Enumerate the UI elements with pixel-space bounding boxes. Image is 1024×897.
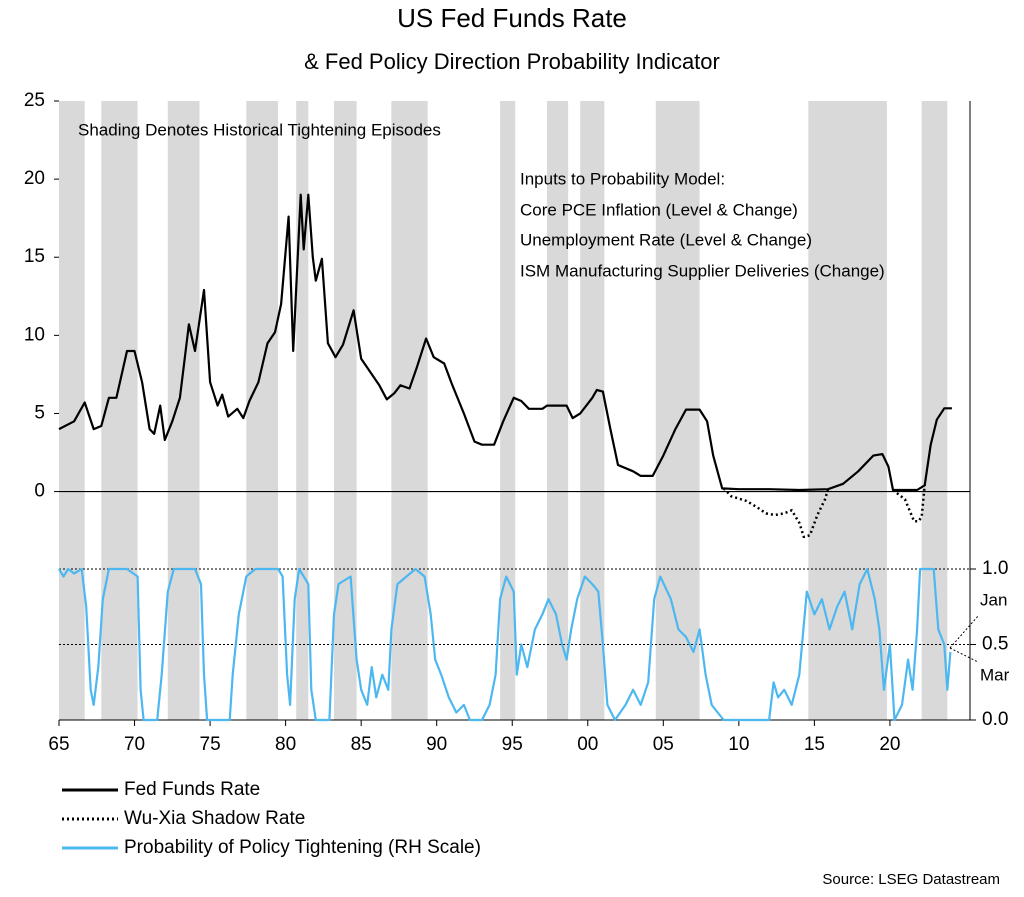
x-tick-label: 75 (200, 734, 221, 755)
shading-band (246, 101, 279, 720)
chart-subtitle: & Fed Policy Direction Probability Indic… (304, 49, 720, 74)
shading-band (296, 101, 309, 720)
shading-band (333, 101, 357, 720)
series-line (722, 485, 926, 539)
source: Source: LSEG Datastream (822, 871, 1000, 888)
x-tick-label: 10 (728, 734, 749, 755)
series-line (58, 567, 952, 722)
y-tick-label: 20 (24, 168, 45, 189)
shading-band (808, 101, 887, 720)
shading-band (391, 101, 428, 720)
shading-band (546, 101, 569, 720)
annotation-connector (949, 647, 979, 663)
y-tick-label: 5 (34, 402, 45, 423)
x-tick-label: 80 (275, 734, 296, 755)
y2-tick-label: 0.5 (982, 634, 1008, 655)
x-tick-label: 90 (426, 734, 447, 755)
annotation: Shading Denotes Historical Tightening Ep… (78, 120, 441, 139)
legend-label: Fed Funds Rate (124, 779, 260, 800)
y-tick-label: 15 (24, 246, 45, 267)
annotation: Jan (980, 590, 1007, 609)
series-line (58, 193, 952, 492)
chart-title: US Fed Funds Rate (397, 3, 627, 33)
y-tick-label: 10 (24, 324, 45, 345)
shading-band (167, 101, 200, 720)
y2-tick-label: 1.0 (982, 558, 1008, 579)
shading-band (101, 101, 138, 720)
x-tick-label: 65 (48, 734, 69, 755)
x-tick-label: 95 (502, 734, 523, 755)
annotation: Core PCE Inflation (Level & Change) (520, 200, 798, 219)
x-tick-label: 85 (351, 734, 372, 755)
legend-label: Probability of Policy Tightening (RH Sca… (124, 837, 481, 858)
x-tick-label: 20 (879, 734, 900, 755)
y-tick-label: 25 (24, 90, 45, 111)
annotation: Unemployment Rate (Level & Change) (520, 230, 812, 249)
x-tick-label: 00 (577, 734, 598, 755)
legend-label: Wu-Xia Shadow Rate (124, 808, 305, 829)
annotation-connector (949, 615, 979, 649)
annotation: Inputs to Probability Model: (520, 169, 725, 188)
x-tick-label: 15 (804, 734, 825, 755)
y-tick-label: 0 (34, 481, 45, 502)
x-tick-label: 05 (653, 734, 674, 755)
y2-tick-label: 0.0 (982, 709, 1008, 730)
x-tick-label: 70 (124, 734, 145, 755)
annotation: Mar (980, 665, 1010, 684)
annotation: ISM Manufacturing Supplier Deliveries (C… (520, 261, 885, 280)
